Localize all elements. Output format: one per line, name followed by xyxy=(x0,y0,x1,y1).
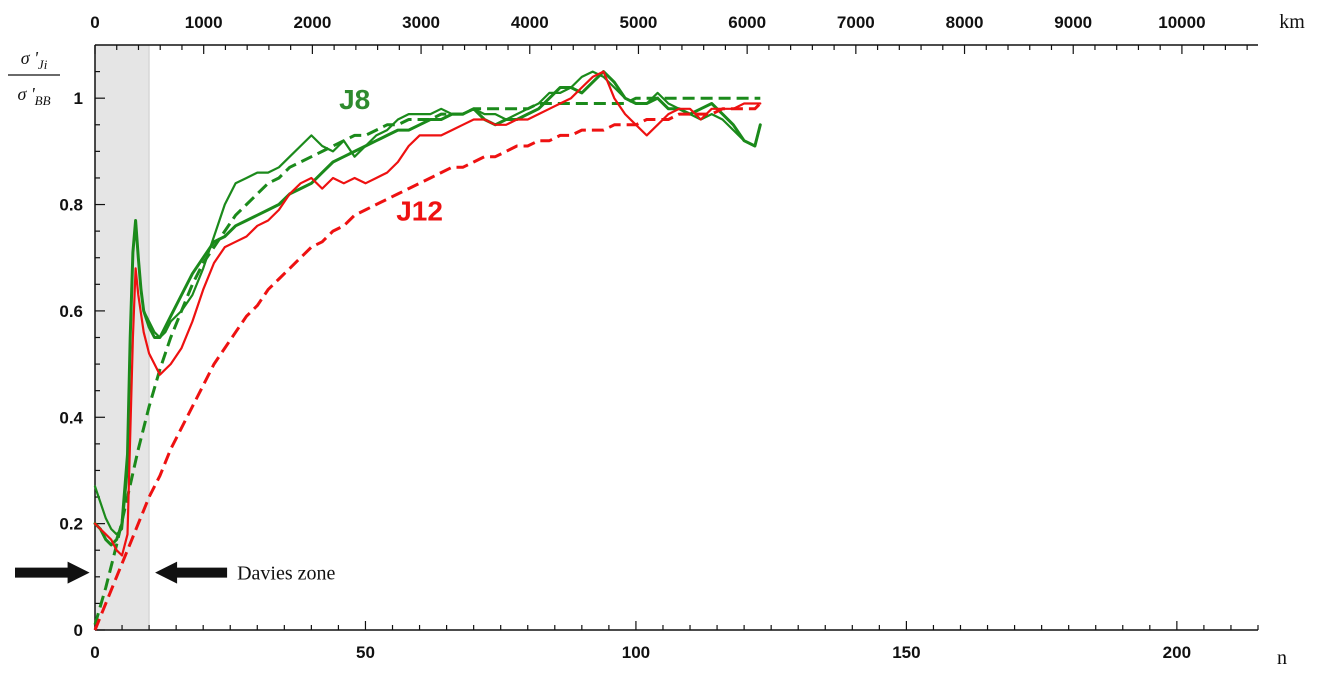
x2-tick-label: 10000 xyxy=(1158,13,1205,32)
x2-tick-label: 9000 xyxy=(1054,13,1092,32)
y-tick-label: 0 xyxy=(74,621,83,640)
series-line-j8-model xyxy=(93,96,761,626)
x2-tick-label: 3000 xyxy=(402,13,440,32)
x2-tick-label: 8000 xyxy=(946,13,984,32)
ticks-group xyxy=(94,45,1259,631)
x-tick-label: 50 xyxy=(356,643,375,662)
x2-tick-label: 4000 xyxy=(511,13,549,32)
y-axis-label: σ 'Ji σ 'BB xyxy=(8,48,60,108)
x2-tick-label: 0 xyxy=(90,13,99,32)
series-label-j8: J8 xyxy=(339,84,370,115)
x2-tick-label: 7000 xyxy=(837,13,875,32)
x-axis-label: n xyxy=(1277,647,1287,669)
y-tick-label: 1 xyxy=(74,89,83,108)
davies-zone-label: Davies zone xyxy=(237,563,335,585)
series-label-j12: J12 xyxy=(396,196,443,227)
davies-zone-annotation: Davies zone xyxy=(15,561,336,585)
series-line-j8-thin xyxy=(93,70,762,536)
x-tick-label: 200 xyxy=(1163,643,1191,662)
y-tick-label: 0.8 xyxy=(59,196,83,215)
arrow-right-icon xyxy=(15,561,90,584)
davies-zone-shading xyxy=(94,44,150,631)
y-axis-label-denominator: σ 'BB xyxy=(17,84,50,108)
axes-group xyxy=(94,44,1258,631)
series-labels-group: J8 J12 xyxy=(339,84,443,227)
series-line-j8 xyxy=(93,70,762,547)
x-tick-label: 0 xyxy=(90,643,99,662)
tick-labels-group: 0 50 100 150 2000 1000 2000 3000 4000 5000 6000 700… xyxy=(59,13,1205,662)
x2-tick-label: 6000 xyxy=(728,13,766,32)
x-tick-label: 150 xyxy=(892,643,920,662)
series-line-j12-model xyxy=(93,102,762,631)
top-axis-label: km xyxy=(1279,11,1305,33)
y-axis-label-numerator: σ 'Ji xyxy=(21,48,48,72)
x2-tick-label: 1000 xyxy=(185,13,223,32)
series-group xyxy=(93,70,762,631)
y-tick-label: 0.6 xyxy=(59,302,83,321)
x-tick-label: 100 xyxy=(622,643,650,662)
x2-tick-label: 5000 xyxy=(620,13,658,32)
series-line-j12 xyxy=(93,70,762,557)
y-tick-label: 0.4 xyxy=(59,408,83,427)
arrow-left-icon xyxy=(155,561,228,584)
x2-tick-label: 2000 xyxy=(293,13,331,32)
y-tick-label: 0.2 xyxy=(59,515,83,534)
